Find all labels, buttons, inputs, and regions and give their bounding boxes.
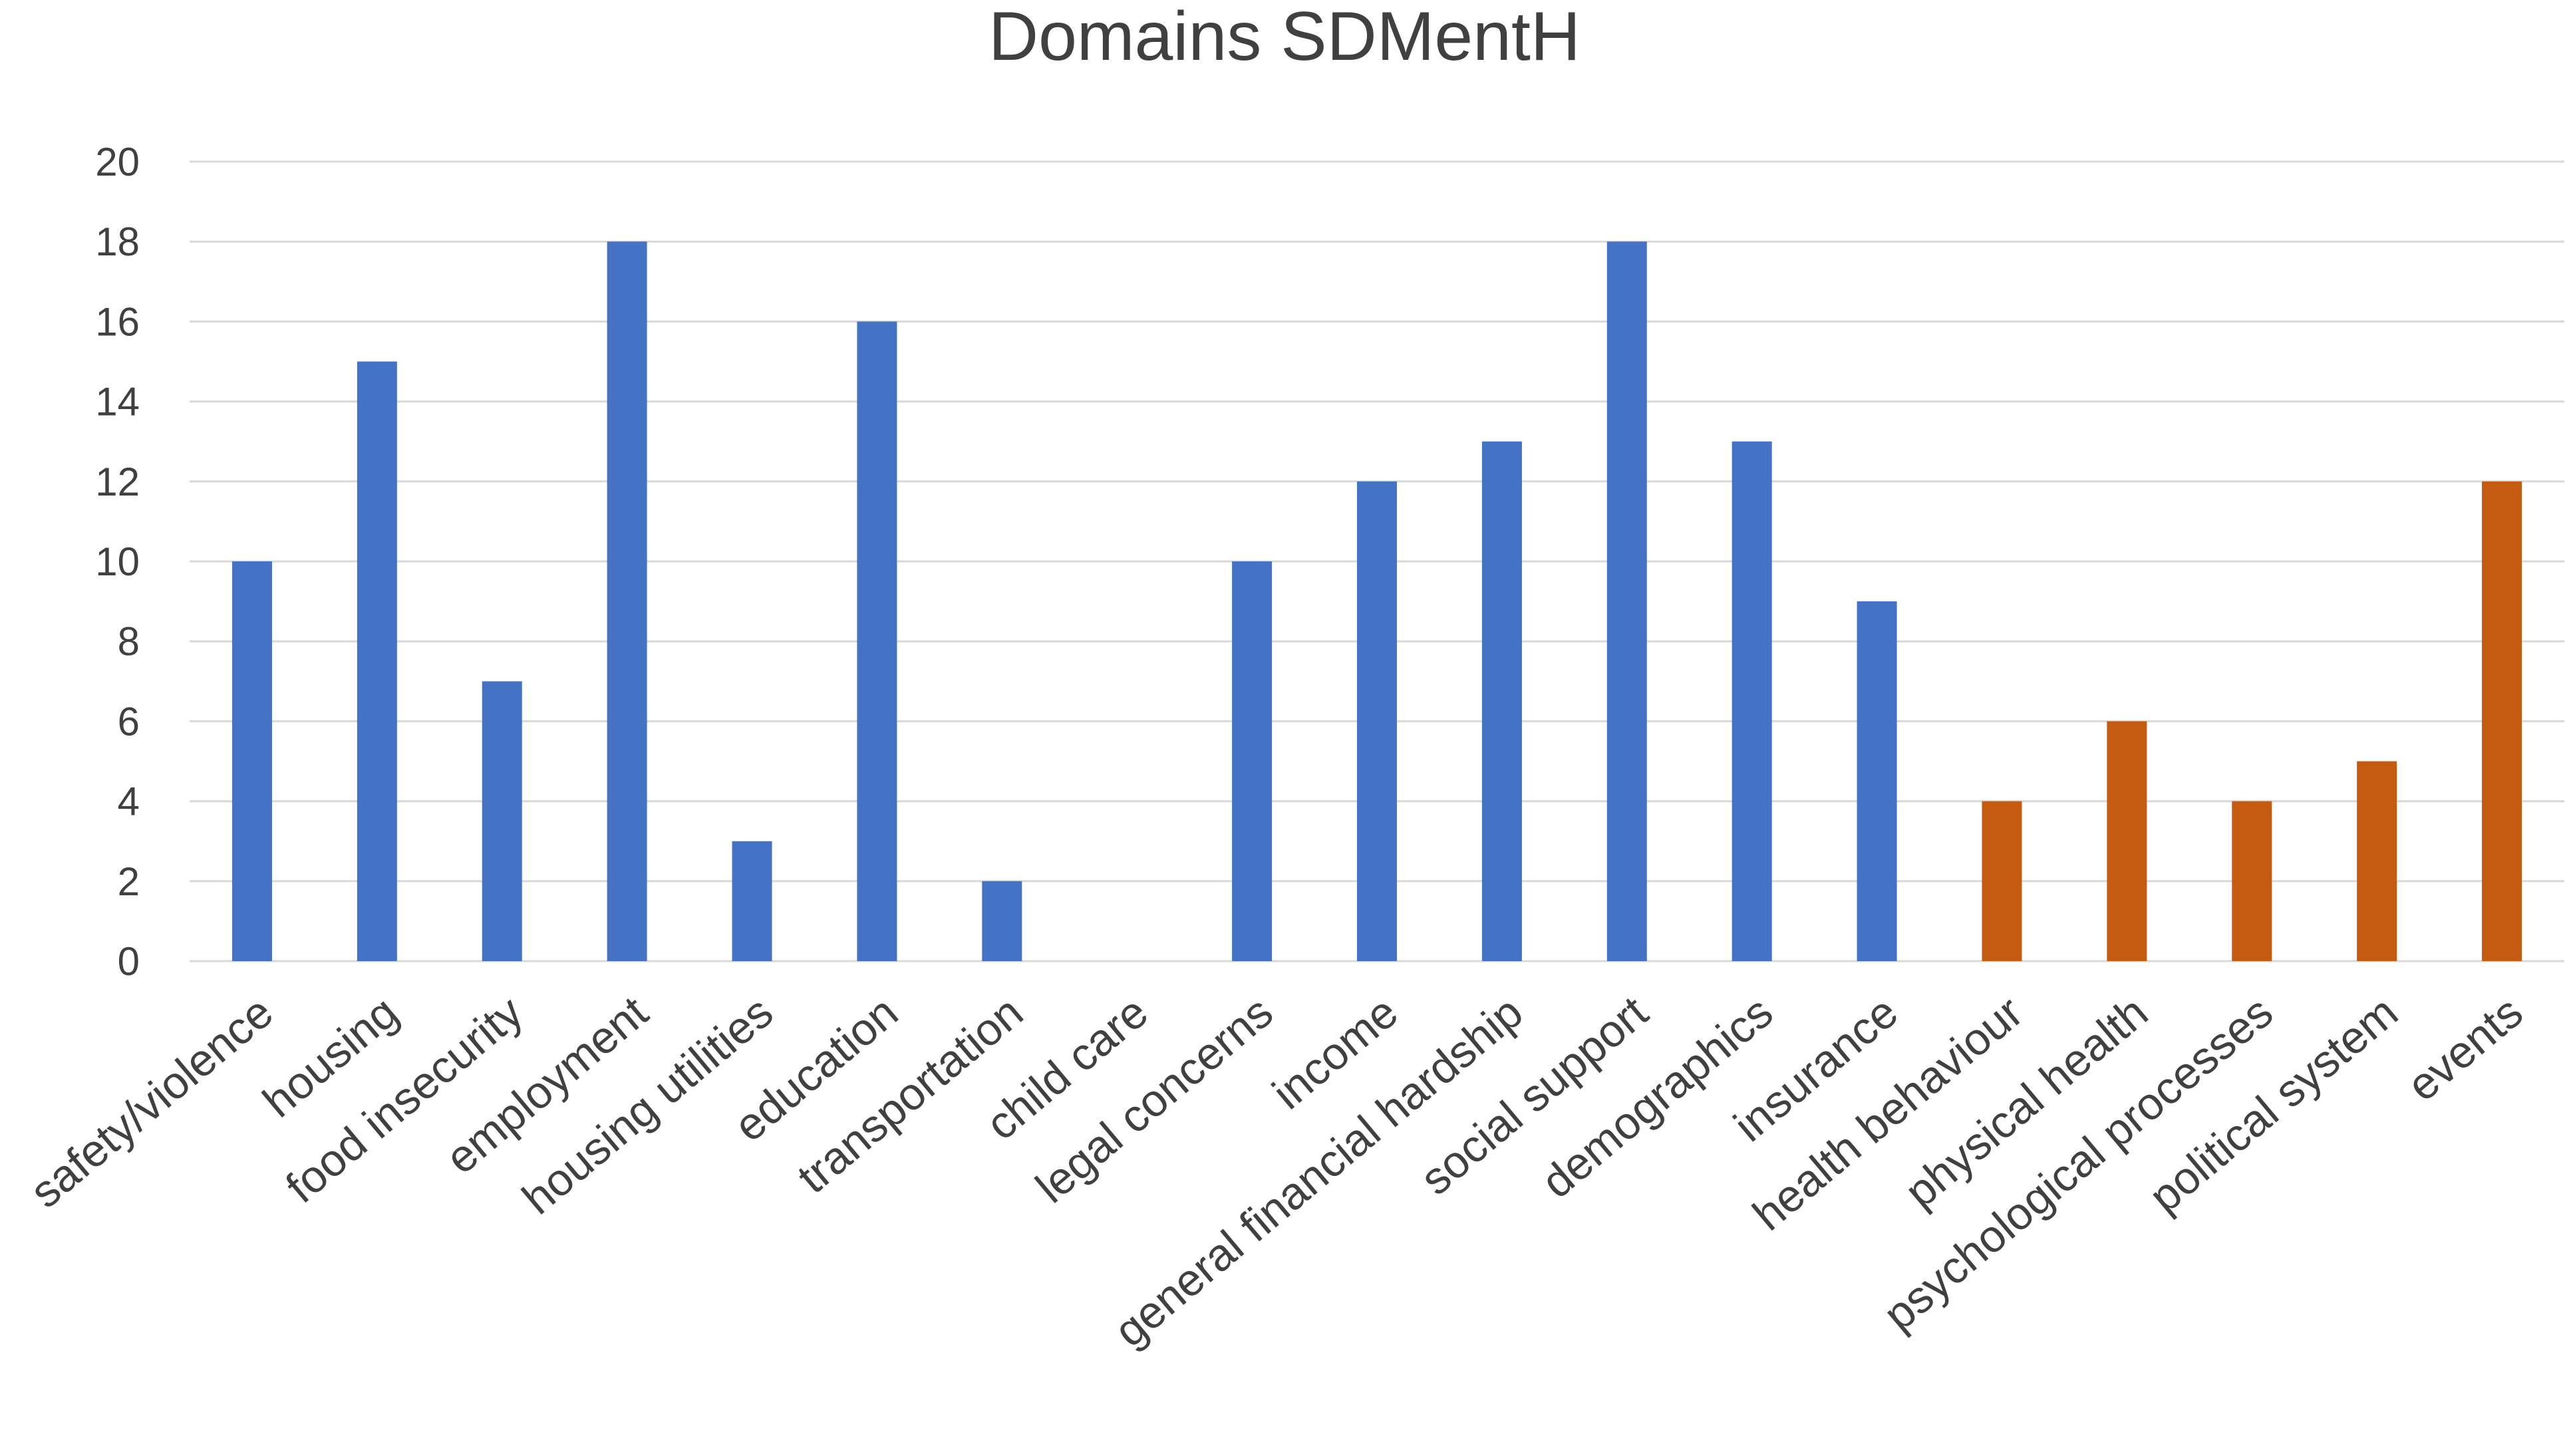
y-tick-label: 2 (118, 859, 140, 904)
y-tick-label: 4 (118, 780, 140, 824)
y-tick-label: 10 (95, 539, 140, 584)
bar (1857, 601, 1897, 961)
bar (1481, 441, 1522, 961)
y-axis-ticks: 0 2 4 6 8 10 12 14 16 18 20 (95, 140, 140, 984)
x-category-label: events (2397, 986, 2532, 1111)
bar (1232, 561, 1273, 961)
bar (1982, 801, 2022, 961)
x-category-label: safety/violence (21, 986, 282, 1217)
bars (231, 241, 2522, 962)
bar (1606, 241, 1647, 962)
y-tick-label: 16 (95, 299, 140, 344)
bar (857, 321, 897, 961)
bar (2232, 801, 2272, 961)
y-tick-label: 12 (95, 460, 140, 504)
chart-title: Domains SDMentH (988, 0, 1581, 75)
y-tick-label: 18 (95, 219, 140, 264)
bar (2482, 481, 2522, 961)
bar (2357, 761, 2397, 961)
y-tick-label: 6 (118, 699, 140, 744)
y-tick-label: 14 (95, 380, 140, 424)
bar (1357, 481, 1397, 961)
bar (357, 361, 397, 961)
y-tick-label: 0 (118, 939, 140, 984)
y-tick-label: 8 (118, 619, 140, 664)
bar (482, 681, 522, 961)
y-tick-label: 20 (95, 140, 140, 184)
bar (1732, 441, 1772, 961)
bar (2107, 721, 2147, 961)
bar (732, 841, 772, 961)
bar (982, 881, 1022, 961)
bar (231, 561, 272, 961)
bar (607, 241, 647, 962)
